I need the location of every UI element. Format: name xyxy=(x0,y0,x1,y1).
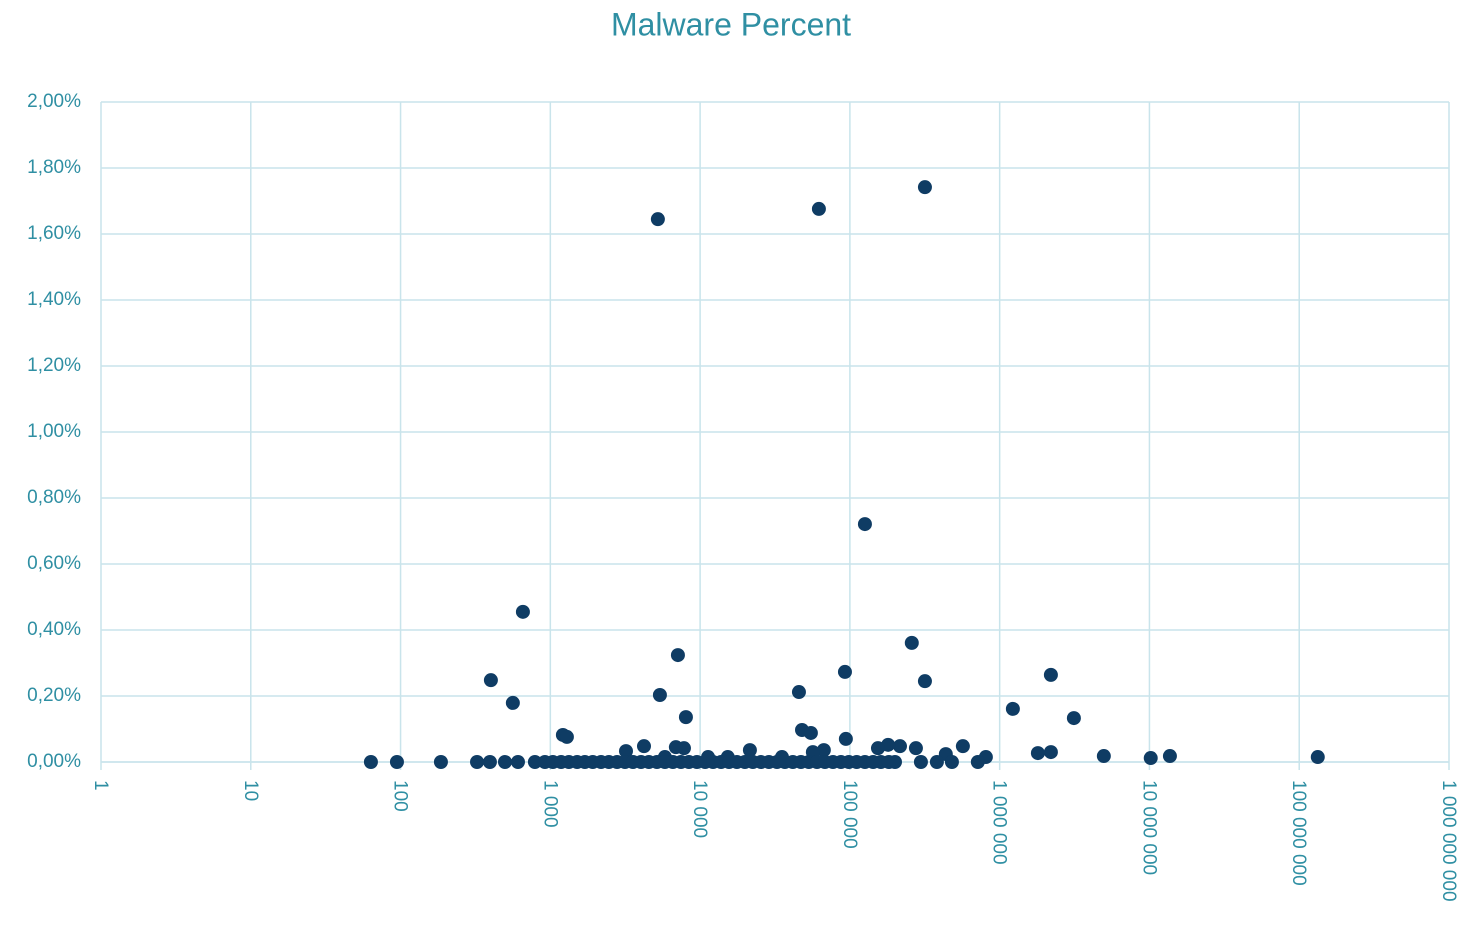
point xyxy=(363,755,378,769)
y-tick-label: 0,60% xyxy=(27,553,81,574)
chart-title: Malware Percent xyxy=(611,6,851,42)
point xyxy=(559,729,574,744)
point xyxy=(881,755,896,769)
x-tick-label: 10 000 xyxy=(689,780,710,838)
x-tick-label: 1 000 xyxy=(539,780,560,828)
point xyxy=(742,743,757,758)
point xyxy=(618,744,633,759)
point xyxy=(470,755,485,769)
point xyxy=(811,201,826,216)
point xyxy=(636,739,651,754)
x-tick-label: 1 xyxy=(90,780,111,791)
point xyxy=(908,741,923,756)
point xyxy=(678,710,693,725)
point xyxy=(515,604,530,619)
point xyxy=(1043,667,1058,682)
point xyxy=(482,755,497,769)
y-tick-label: 1,40% xyxy=(27,289,81,310)
y-tick-label: 2,00% xyxy=(27,91,81,112)
point xyxy=(838,731,853,746)
point xyxy=(652,688,667,703)
y-tick-label: 0,00% xyxy=(27,751,81,772)
point xyxy=(791,685,806,700)
x-tick-label: 100 000 xyxy=(839,780,860,849)
point xyxy=(497,755,512,769)
point xyxy=(1162,749,1177,764)
point xyxy=(1043,745,1058,760)
point xyxy=(892,739,907,754)
x-tick-label: 1 000 000 000 xyxy=(1438,780,1459,902)
point xyxy=(1310,750,1325,765)
point xyxy=(857,517,872,532)
x-tick-label: 1 000 000 xyxy=(989,780,1010,865)
point xyxy=(505,695,520,710)
point xyxy=(837,664,852,679)
y-tick-label: 1,60% xyxy=(27,223,81,244)
point xyxy=(1096,749,1111,764)
point xyxy=(1030,746,1045,761)
point xyxy=(803,725,818,740)
x-tick-label: 10 xyxy=(240,780,261,801)
point xyxy=(510,755,525,769)
point xyxy=(944,755,959,769)
point xyxy=(917,180,932,195)
point xyxy=(389,755,404,769)
point xyxy=(650,212,665,227)
point xyxy=(904,635,919,650)
point xyxy=(870,741,885,756)
point xyxy=(670,648,685,663)
point xyxy=(1066,711,1081,726)
point xyxy=(917,674,932,689)
point xyxy=(527,755,542,769)
y-tick-label: 1,00% xyxy=(27,421,81,442)
x-tick-label: 100 000 000 xyxy=(1288,780,1309,886)
point xyxy=(913,755,928,769)
point xyxy=(970,755,985,769)
point xyxy=(433,755,448,769)
y-tick-label: 0,20% xyxy=(27,685,81,706)
point xyxy=(1005,701,1020,716)
x-tick-label: 100 xyxy=(390,780,411,812)
y-tick-label: 1,80% xyxy=(27,157,81,178)
point xyxy=(668,740,683,755)
y-tick-label: 0,80% xyxy=(27,487,81,508)
point xyxy=(483,673,498,688)
y-tick-label: 0,40% xyxy=(27,619,81,640)
x-tick-label: 10 000 000 xyxy=(1138,780,1159,875)
point xyxy=(955,739,970,754)
point xyxy=(1143,751,1158,766)
y-tick-label: 1,20% xyxy=(27,355,81,376)
point xyxy=(929,755,944,769)
point xyxy=(816,743,831,758)
